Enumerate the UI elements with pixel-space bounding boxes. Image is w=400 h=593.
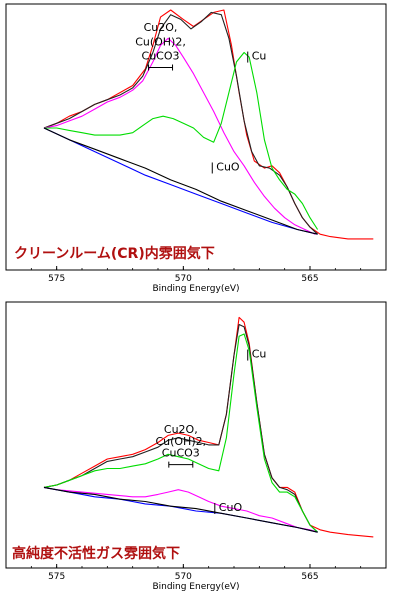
peak-annotation: CuO bbox=[219, 501, 243, 514]
peak-annotation: Cu bbox=[252, 348, 267, 361]
x-tick-label: 570 bbox=[175, 572, 192, 582]
peak-annotation: Cu(OH)2, bbox=[155, 435, 206, 448]
panel-title: 高純度不活性ガス雰囲気下 bbox=[12, 545, 180, 562]
x-tick-label: 575 bbox=[48, 572, 65, 582]
peak-annotation: Cu2O, bbox=[144, 21, 178, 34]
series-line-4 bbox=[44, 51, 319, 230]
series-line-3 bbox=[43, 486, 318, 533]
x-tick-label: 570 bbox=[175, 274, 192, 284]
plot-frame bbox=[5, 301, 387, 569]
plot-frame bbox=[5, 3, 387, 271]
series-line-5 bbox=[43, 127, 318, 235]
peak-range-bracket bbox=[148, 64, 174, 71]
panel-title: クリーンルーム(CR)内雰囲気下 bbox=[14, 245, 215, 262]
x-tick-label: 575 bbox=[48, 274, 65, 284]
spectrum-panel-1: 575 570 565 Binding Energy(eV) Cu2O,Cu(OH)2,… bbox=[5, 3, 387, 294]
x-tick-label: 565 bbox=[301, 274, 318, 284]
peak-annotation: CuO bbox=[216, 160, 240, 173]
series-line-2 bbox=[43, 323, 318, 533]
x-axis-label: Binding Energy(eV) bbox=[152, 284, 239, 294]
series-line-2 bbox=[43, 11, 318, 235]
x-axis-label: Binding Energy(eV) bbox=[152, 582, 239, 592]
x-tick-label: 565 bbox=[301, 572, 318, 582]
series-line-4 bbox=[43, 333, 318, 533]
series-line-6 bbox=[43, 486, 318, 533]
spectrum-panel-2: 575 570 565 Binding Energy(eV) Cu2O,Cu(OH)2,… bbox=[5, 301, 387, 592]
peak-annotation: Cu(OH)2, bbox=[135, 35, 186, 48]
series-line-3 bbox=[43, 37, 316, 235]
peak-annotation: Cu bbox=[252, 50, 267, 63]
peak-annotation: CuCO3 bbox=[142, 50, 180, 63]
series-line-6 bbox=[43, 127, 318, 235]
peak-annotation: CuCO3 bbox=[162, 447, 200, 460]
peak-range-bracket bbox=[168, 461, 194, 468]
peak-annotation: Cu2O, bbox=[164, 423, 198, 436]
